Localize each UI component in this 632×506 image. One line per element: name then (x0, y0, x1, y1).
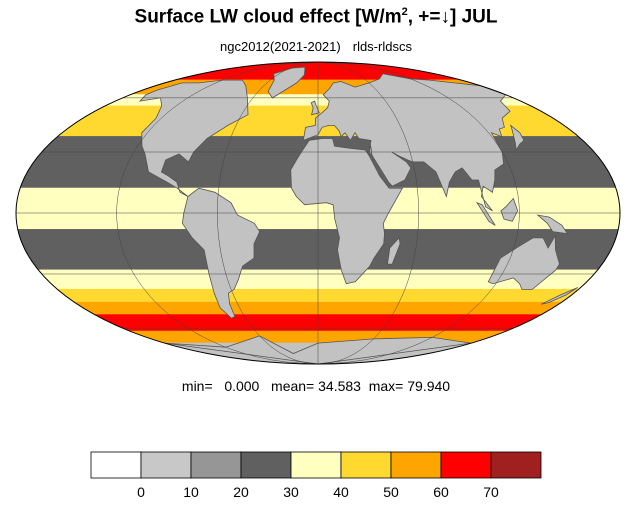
mean-value: 34.583 (318, 378, 361, 394)
colorbar-tick-label: 60 (433, 484, 449, 500)
landmass-new-zealand (541, 287, 578, 305)
landmass-new-guinea (536, 214, 569, 235)
graticule-meridian (317, 62, 419, 364)
colorbar-tick-label: 0 (137, 484, 145, 500)
landmass-madagascar (387, 236, 401, 265)
colorbar-tick-label: 30 (283, 484, 299, 500)
field-statistics: min= 0.000 mean= 34.583 max= 79.940 (0, 378, 632, 394)
colorbar-swatch (340, 451, 392, 479)
colorbar-tick-label: 40 (333, 484, 349, 500)
landmass-australia (487, 234, 560, 290)
landmass-arabia-bridge (368, 144, 373, 157)
subtitle-variable: rlds-rldscs (352, 39, 412, 54)
colorbar-swatch (190, 451, 242, 479)
landmass-north-america (138, 79, 249, 197)
landmass-japan (509, 124, 525, 152)
title-superscript: 2 (401, 6, 408, 18)
colorbar-tick-label: 10 (183, 484, 199, 500)
colorbar-swatch (290, 451, 342, 479)
min-label: min= (181, 378, 213, 394)
mean-label: mean= (271, 378, 315, 394)
map-content (16, 62, 620, 364)
subtitle: ngc2012(2021-2021) rlds-rldscs (0, 39, 632, 54)
max-value: 79.940 (407, 378, 451, 394)
graticule-meridian (317, 62, 520, 364)
title-suffix: , +=↓] JUL (407, 6, 498, 28)
colorbar-tick-label: 70 (483, 484, 499, 500)
colorbar-tick-label: 20 (233, 484, 249, 500)
landmass-borneo (500, 197, 519, 222)
min-value: 0.000 (224, 378, 260, 394)
colorbar-swatch (240, 451, 292, 479)
colorbar-swatch (440, 451, 492, 479)
colorbar-swatch (390, 451, 442, 479)
colorbar-tick-label: 50 (383, 484, 399, 500)
landmass-uk (310, 100, 320, 116)
subtitle-case: ngc2012(2021-2021) (220, 39, 341, 54)
landmass-africa (290, 138, 404, 285)
graticule-meridian (116, 62, 319, 364)
colorbar-swatch (90, 451, 142, 479)
colorbar-swatch (490, 451, 542, 479)
landmass-sumatra (476, 201, 496, 226)
chart-title: Surface LW cloud effect [W/m2, +=↓] JUL (0, 6, 632, 28)
colorbar-swatch (140, 451, 192, 479)
globe-outline (15, 61, 621, 365)
title-prefix: Surface LW cloud effect [W/m (134, 6, 402, 28)
graticule-meridian (217, 62, 319, 364)
max-label: max= (368, 378, 404, 394)
mollweide-map (15, 61, 621, 365)
